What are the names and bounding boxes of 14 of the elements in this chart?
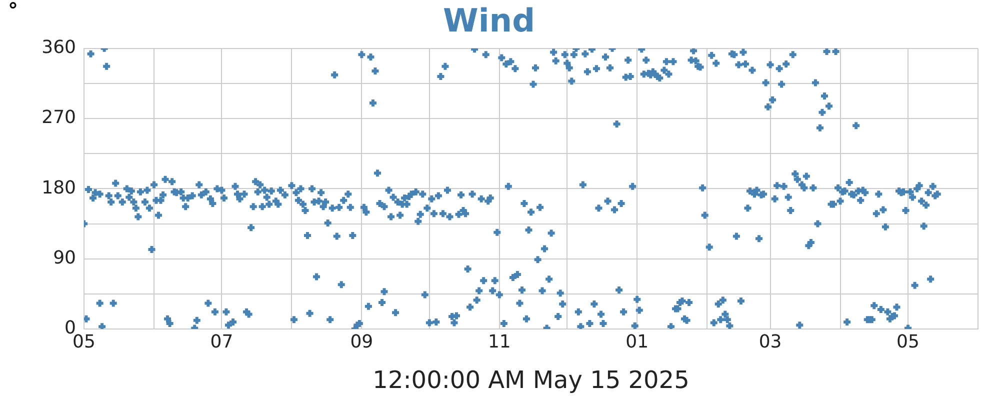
x-axis-title: 12:00:00 AM May 15 2025 xyxy=(372,366,690,394)
y-tick-label: 360 xyxy=(42,37,76,58)
x-tick-label: 01 xyxy=(626,331,649,352)
y-tick-label: 90 xyxy=(53,248,76,269)
x-tick-label: 09 xyxy=(350,331,374,352)
y-tick-label: 180 xyxy=(42,177,76,198)
x-tick-label: 03 xyxy=(758,331,782,352)
x-tick-label: 05 xyxy=(72,331,96,352)
chart-title: Wind xyxy=(443,2,535,40)
x-tick-label: 07 xyxy=(210,331,234,352)
y-tick-label: 270 xyxy=(42,107,76,128)
y-axis-title: ° xyxy=(8,0,18,22)
x-tick-label: 11 xyxy=(488,331,511,352)
x-tick-label: 05 xyxy=(896,331,920,352)
